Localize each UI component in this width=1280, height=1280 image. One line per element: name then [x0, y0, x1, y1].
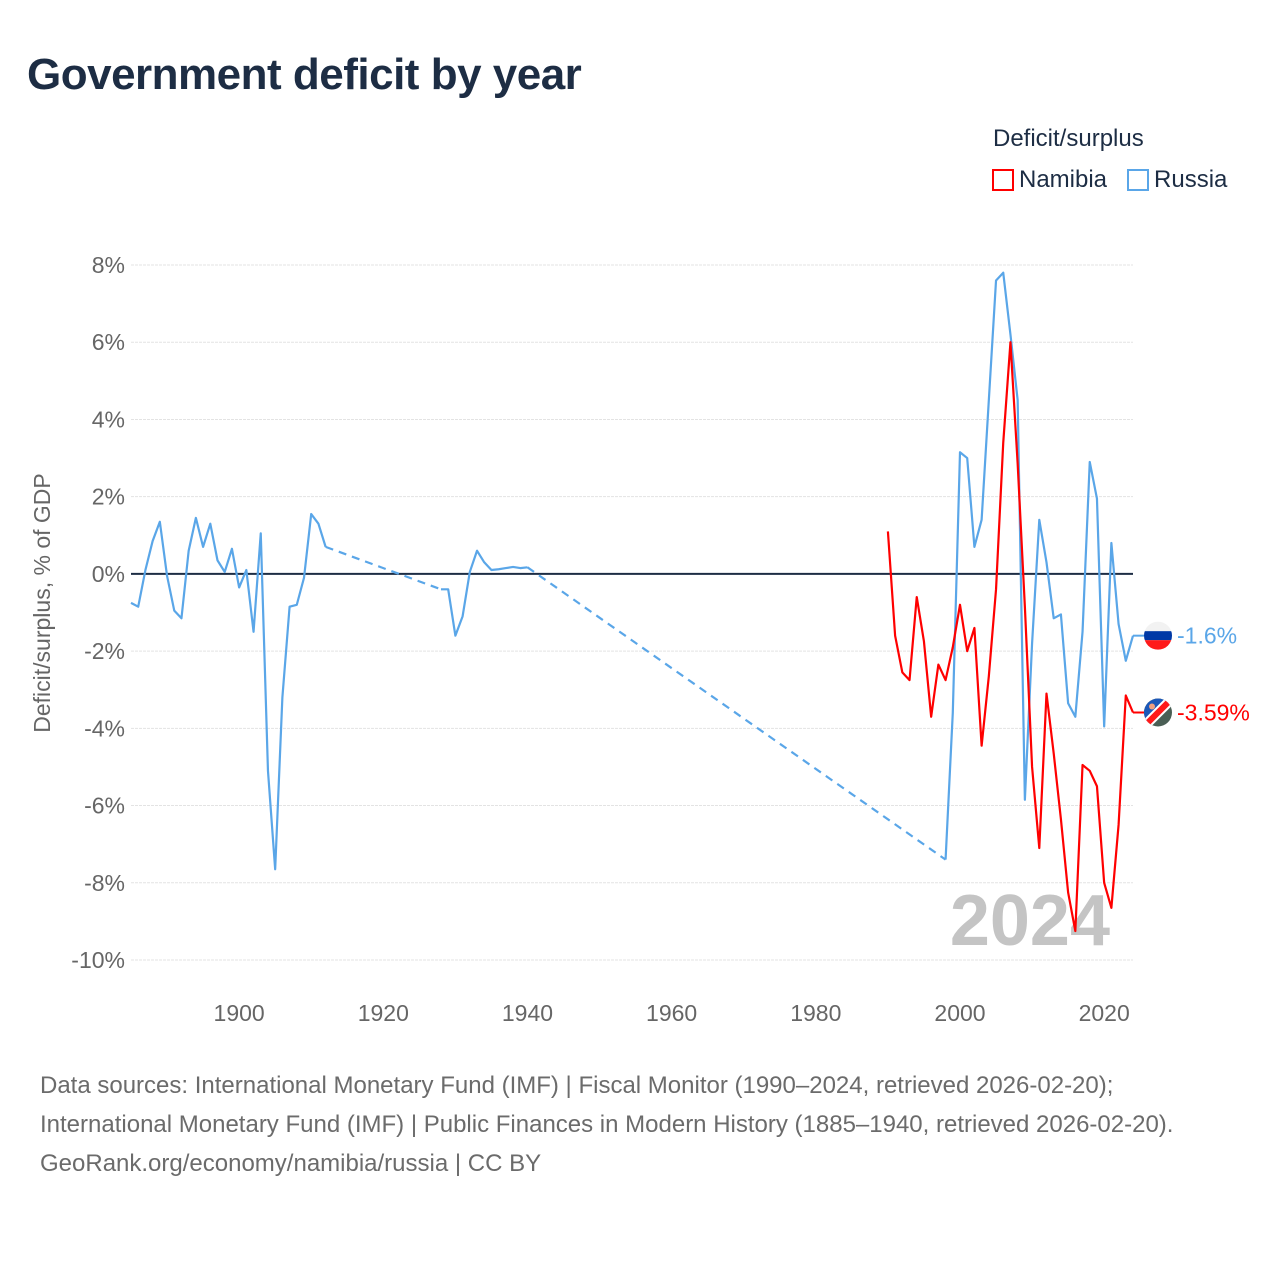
line-chart: 8% 6% 4% 2% 0% -2% -4% -6% -8% -10% 1900 1920 1940 19… [29, 252, 1250, 1026]
series-line-russia [440, 549, 528, 637]
flag-stripe-red [1144, 640, 1172, 650]
y-tick-label: 6% [92, 329, 125, 355]
x-tick-label: 1940 [502, 1000, 553, 1026]
x-tick-label: 1960 [646, 1000, 697, 1026]
legend: Namibia Russia [992, 166, 1227, 194]
series-gap-russia [526, 566, 947, 861]
year-watermark: 2024 [950, 881, 1110, 961]
x-tick-label: 1980 [790, 1000, 841, 1026]
y-tick-label: -6% [84, 793, 125, 819]
x-tick-label: 2020 [1079, 1000, 1130, 1026]
y-axis-label: Deficit/surplus, % of GDP [29, 473, 55, 732]
y-tick-label: 8% [92, 252, 125, 278]
series-line-russia [944, 271, 1135, 860]
series-gap-russia [325, 545, 442, 591]
y-tick-label: -2% [84, 638, 125, 664]
legend-swatch-russia [1127, 169, 1150, 191]
x-tick-label: 1900 [214, 1000, 265, 1026]
flag-stripe-white [1144, 621, 1172, 632]
y-tick-label: 4% [92, 406, 125, 432]
series-line-namibia [886, 341, 1135, 933]
legend-label-russia: Russia [1154, 166, 1228, 193]
x-tick-label: 1920 [358, 1000, 409, 1026]
legend-swatch-namibia [992, 169, 1014, 191]
flag-stripe-blue [1144, 631, 1172, 641]
y-tick-label: -8% [84, 870, 125, 896]
source-note: Data sources: International Monetary Fun… [40, 1066, 1240, 1183]
series-line-russia [130, 512, 327, 871]
flag-sun [1149, 703, 1155, 710]
y-tick-label: 2% [92, 484, 125, 510]
data-sources: Data sources: International Monetary Fun… [40, 1072, 1174, 1138]
namibia-flag-icon [1144, 698, 1172, 727]
x-tick-label: 2000 [934, 1000, 985, 1026]
legend-item-namibia[interactable]: Namibia [992, 166, 1107, 194]
site-credit[interactable]: GeoRank.org/economy/namibia/russia | CC … [40, 1150, 542, 1177]
russia-flag-icon [1144, 621, 1172, 650]
y-tick-label: 0% [92, 561, 125, 587]
flag-body [1144, 698, 1172, 727]
end-value-label-russia: -1.6% [1177, 623, 1237, 649]
legend-label-namibia: Namibia [1019, 166, 1108, 193]
legend-title: Deficit/surplus [993, 125, 1144, 152]
end-value-label-namibia: -3.59% [1177, 700, 1250, 726]
y-tick-label: -4% [84, 715, 125, 741]
flag-body [1144, 621, 1172, 650]
chart-title: Government deficit by year [27, 50, 582, 99]
legend-item-russia[interactable]: Russia [1127, 166, 1227, 194]
y-tick-label: -10% [71, 947, 125, 973]
